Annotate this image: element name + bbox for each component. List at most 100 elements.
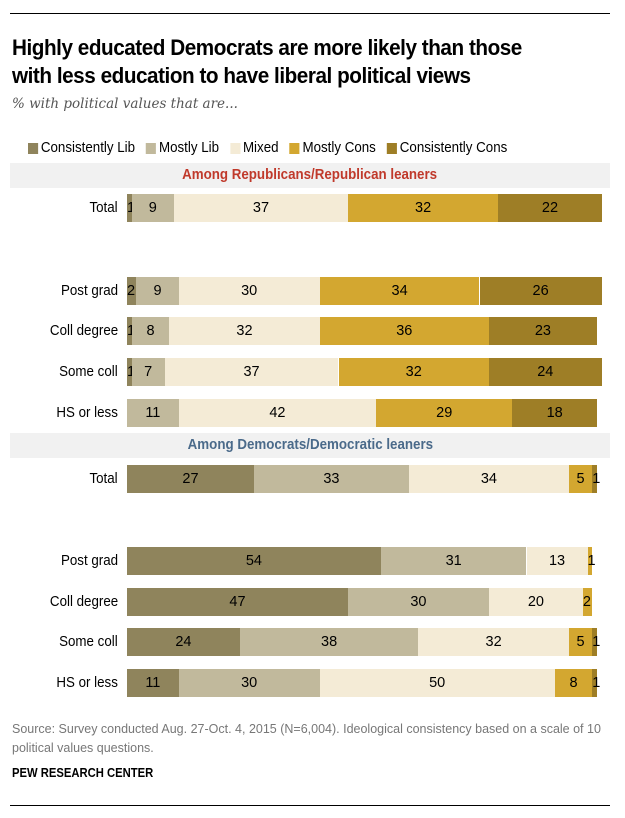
bar-segment bbox=[376, 399, 513, 427]
chart-title: Highly educated Democrats are more likel… bbox=[12, 35, 522, 88]
row-label: HS or less bbox=[56, 675, 118, 691]
bar-segment bbox=[127, 277, 137, 305]
data-label: 27 bbox=[182, 471, 199, 487]
legend-item: Mixed bbox=[230, 140, 279, 156]
bar-segment bbox=[592, 669, 597, 697]
data-label: 38 bbox=[321, 634, 338, 650]
legend-label: Mostly Cons bbox=[302, 140, 376, 156]
bar-segment bbox=[319, 317, 489, 345]
data-label: 47 bbox=[229, 594, 246, 610]
bar-segment bbox=[380, 547, 527, 575]
bar-row: 17 37 32 24 bbox=[127, 358, 602, 386]
data-label: 9 bbox=[148, 200, 157, 216]
bar-segment bbox=[164, 358, 339, 386]
bar-segment bbox=[131, 194, 174, 222]
data-label: 37 bbox=[243, 364, 260, 380]
data-label: 34 bbox=[391, 283, 408, 299]
bottom-rule bbox=[10, 805, 610, 806]
legend-item: Mostly Cons bbox=[289, 140, 376, 156]
data-label: 24 bbox=[175, 634, 192, 650]
row-label: Coll degree bbox=[49, 594, 118, 610]
bar-segment bbox=[127, 317, 132, 345]
bar-segment bbox=[592, 465, 597, 493]
bar-segment bbox=[127, 628, 240, 656]
data-label: 1 bbox=[592, 471, 601, 487]
data-label: 34 bbox=[480, 471, 497, 487]
bar-segment bbox=[554, 669, 593, 697]
data-label: 2 bbox=[126, 283, 136, 299]
data-label: 42 bbox=[269, 405, 286, 421]
data-label: 22 bbox=[541, 200, 559, 216]
brand-label: PEW RESEARCH CENTER bbox=[12, 766, 154, 780]
data-label: 1 bbox=[126, 194, 136, 222]
bar-segment bbox=[488, 588, 583, 616]
bar-segment bbox=[127, 588, 348, 616]
bar-segment bbox=[127, 547, 381, 575]
bar-segment bbox=[136, 277, 179, 305]
data-label: 32 bbox=[415, 200, 432, 216]
legend-label: Mostly Lib bbox=[158, 140, 220, 156]
bar-segment bbox=[347, 194, 499, 222]
bar-row: 47 30 20 2 bbox=[127, 588, 597, 616]
row-label: Total bbox=[89, 200, 118, 216]
bar-segment bbox=[498, 194, 602, 222]
data-label: 50 bbox=[429, 675, 446, 691]
row-label: Post grad bbox=[60, 553, 118, 569]
legend-swatch bbox=[289, 142, 300, 154]
bar-segment bbox=[127, 669, 179, 697]
bar-segment bbox=[568, 628, 593, 656]
bar-segment bbox=[479, 277, 602, 305]
bar-segment bbox=[526, 547, 588, 575]
group-header: Among Democrats/Democratic leaners bbox=[10, 433, 610, 458]
data-label: 8 bbox=[146, 323, 155, 339]
bar-segment bbox=[587, 547, 593, 575]
bar-segment bbox=[131, 317, 170, 345]
legend-swatch bbox=[146, 142, 157, 154]
data-label: 30 bbox=[241, 675, 258, 691]
data-label: 23 bbox=[534, 323, 551, 339]
source-note: Source: Survey conducted Aug. 27-Oct. 4,… bbox=[12, 722, 601, 755]
row-label: Total bbox=[89, 471, 118, 487]
legend-item: Mostly Lib bbox=[146, 140, 219, 156]
legend-swatch bbox=[230, 142, 241, 154]
data-label: 30 bbox=[410, 594, 427, 610]
bar-row: 19 37 32 22 bbox=[126, 194, 602, 222]
bar-segment bbox=[169, 317, 320, 345]
bar-segment bbox=[512, 399, 597, 427]
row-label: Post grad bbox=[60, 283, 118, 299]
data-label: 33 bbox=[323, 471, 340, 487]
group-header-text: Among Republicans/Republican leaners bbox=[182, 167, 438, 183]
legend-label: Consistently Lib bbox=[40, 140, 136, 156]
data-label: 5 bbox=[576, 471, 585, 487]
legend-label: Mixed bbox=[242, 140, 279, 156]
bar-segment bbox=[488, 317, 597, 345]
data-label: 32 bbox=[236, 323, 253, 339]
legend-swatch bbox=[386, 142, 398, 154]
data-label: 11 bbox=[145, 675, 161, 691]
bar-row: 54 31 13 1 bbox=[127, 547, 597, 575]
legend-swatch bbox=[28, 142, 39, 154]
bar-segment bbox=[239, 628, 419, 656]
data-label: 24 bbox=[537, 364, 554, 380]
group-header: Among Republicans/Republican leaners bbox=[10, 163, 610, 188]
bar-row: 24 38 32 5 1 bbox=[127, 628, 600, 656]
data-label: 37 bbox=[252, 200, 270, 216]
bar-segment bbox=[319, 277, 480, 305]
data-label: 11 bbox=[145, 405, 161, 421]
data-label: 54 bbox=[245, 553, 262, 569]
bar-segment bbox=[127, 194, 132, 222]
bar-row: 2 9 30 34 26 bbox=[126, 277, 602, 305]
bar-segment bbox=[488, 358, 602, 386]
row-label: HS or less bbox=[56, 405, 118, 421]
bar-segment bbox=[178, 277, 320, 305]
data-label: 30 bbox=[241, 283, 258, 299]
data-label: 26 bbox=[532, 283, 549, 299]
chart-subtitle: % with political values that are... bbox=[12, 96, 238, 112]
data-label: 1 bbox=[126, 317, 136, 345]
data-label: 20 bbox=[527, 594, 544, 610]
legend-label: Consistently Cons bbox=[399, 140, 508, 156]
bar-segment bbox=[568, 465, 593, 493]
data-label: 32 bbox=[485, 634, 502, 650]
data-label: 31 bbox=[445, 553, 462, 569]
bar-segment bbox=[178, 399, 377, 427]
